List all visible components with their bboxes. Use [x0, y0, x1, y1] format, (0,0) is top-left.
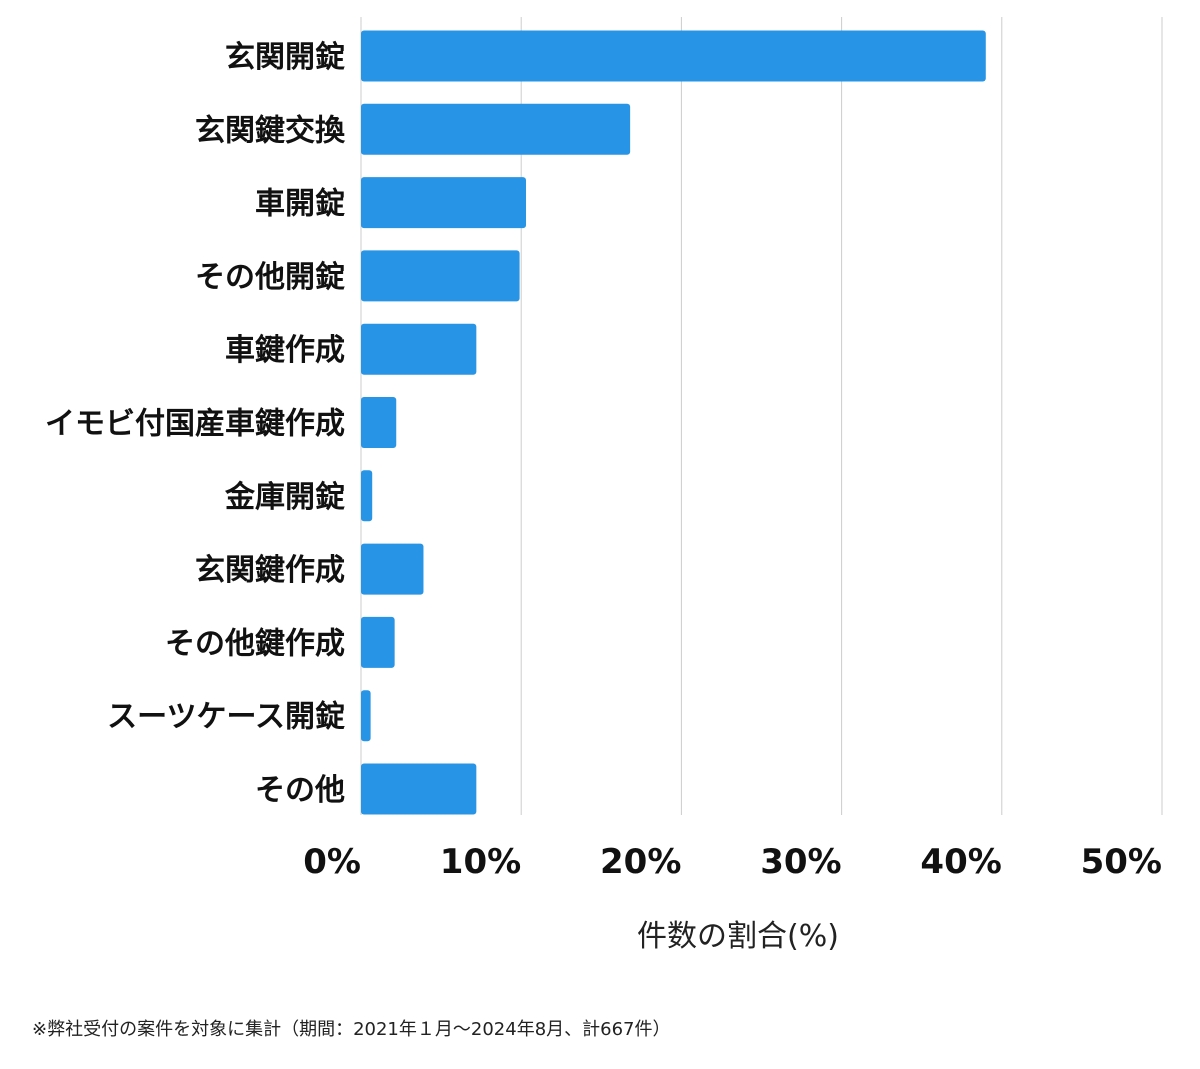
category-label-8: 玄関鍵作成 — [195, 553, 345, 588]
bar-11 — [361, 763, 477, 815]
bar-2 — [361, 103, 631, 155]
category-label-10: スーツケース開錠 — [107, 700, 345, 735]
category-label-2: 玄関鍵交換 — [195, 113, 346, 148]
bar-8 — [361, 543, 424, 595]
category-label-7: 金庫開錠 — [224, 480, 345, 515]
x-tick-label-0: 0% — [303, 842, 361, 882]
category-label-1: 玄関開錠 — [225, 40, 345, 75]
category-label-5: 車鍵作成 — [225, 333, 345, 368]
x-axis-title: 件数の割合(%) — [637, 919, 839, 954]
bar-6 — [361, 397, 397, 448]
category-label-9: その他鍵作成 — [165, 626, 345, 661]
x-tick-label-10: 10% — [440, 842, 521, 882]
x-tick-labels: 0% 10% 20% 30% 40% 50% — [303, 842, 1162, 882]
bar-7 — [361, 470, 373, 522]
x-tick-label-20: 20% — [600, 842, 681, 882]
bar-5 — [361, 323, 477, 375]
category-label-6: イモビ付国産車鍵作成 — [45, 407, 345, 442]
bar-3 — [361, 177, 527, 229]
bar-4 — [361, 250, 520, 302]
category-labels: 玄関開錠玄関鍵交換車開錠その他開錠車鍵作成イモビ付国産車鍵作成金庫開錠玄関鍵作成… — [45, 40, 346, 808]
bar-chart: 玄関開錠玄関鍵交換車開錠その他開錠車鍵作成イモビ付国産車鍵作成金庫開錠玄関鍵作成… — [45, 17, 1163, 954]
category-label-11: その他 — [255, 773, 345, 808]
x-tick-label-40: 40% — [920, 842, 1001, 882]
bars — [361, 30, 986, 815]
x-tick-label-50: 50% — [1081, 842, 1162, 882]
category-label-3: 車開錠 — [255, 187, 345, 222]
bar-1 — [361, 30, 986, 82]
footnote: ※弊社受付の案件を対象に集計（期間：2021年１月〜2024年8月、計667件） — [32, 1019, 671, 1040]
category-label-4: その他開錠 — [195, 260, 345, 295]
bar-10 — [361, 690, 371, 742]
x-tick-label-30: 30% — [760, 842, 841, 882]
bar-9 — [361, 616, 395, 668]
